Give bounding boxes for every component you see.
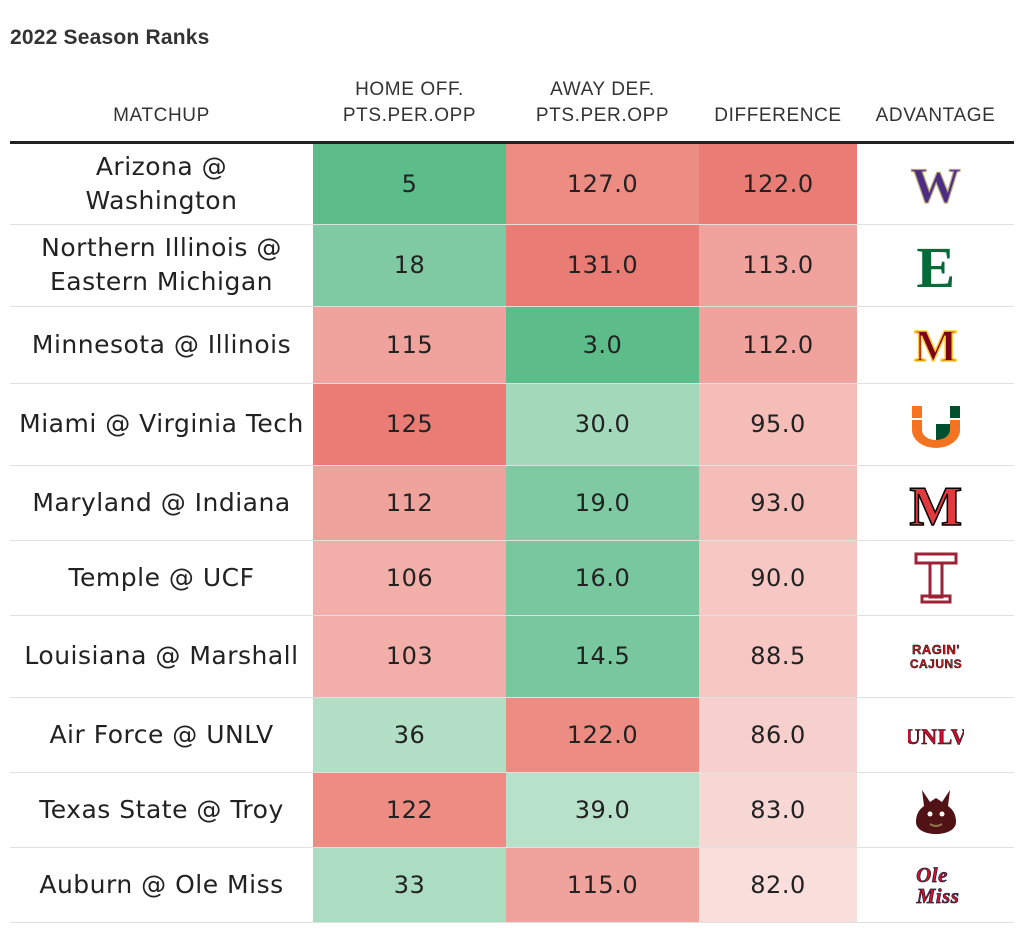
advantage-cell — [857, 383, 1014, 465]
col-header-difference: DIFFERENCE — [699, 70, 857, 144]
svg-text:Ole: Ole — [916, 863, 948, 887]
advantage-cell: E — [857, 224, 1014, 306]
difference-cell: 113.0 — [699, 224, 857, 306]
washington-logo-icon: W — [910, 156, 961, 212]
away-def-cell: 122.0 — [506, 697, 699, 772]
matchup-cell: Miami @ Virginia Tech — [19, 409, 304, 438]
minnesota-logo-icon: M — [913, 319, 958, 372]
ranks-table: MATCHUP HOME OFF. PTS.PER.OPP AWAY DEF. … — [10, 70, 1014, 923]
table-row: Texas State @ Troy 122 39.0 83.0 — [10, 772, 1014, 847]
col-header-home-off-line2: PTS.PER.OPP — [342, 104, 477, 126]
table-row: Minnesota @ Illinois 115 3.0 112.0 M — [10, 306, 1014, 383]
advantage-cell — [857, 540, 1014, 615]
matchup-cell: Arizona @ Washington — [85, 151, 238, 215]
table-row: Miami @ Virginia Tech 125 30.0 95.0 — [10, 383, 1014, 465]
svg-text:RAGIN': RAGIN' — [912, 642, 960, 657]
home-off-cell: 103 — [313, 615, 506, 697]
home-off-cell: 125 — [313, 383, 506, 465]
away-def-cell: 30.0 — [506, 383, 699, 465]
away-def-cell: 131.0 — [506, 224, 699, 306]
table-row: Maryland @ Indiana 112 19.0 93.0 M — [10, 465, 1014, 540]
home-off-cell: 36 — [313, 697, 506, 772]
svg-text:Miss: Miss — [915, 884, 959, 908]
home-off-cell: 115 — [313, 306, 506, 383]
advantage-cell: M — [857, 306, 1014, 383]
difference-cell: 93.0 — [699, 465, 857, 540]
col-header-matchup: MATCHUP — [10, 70, 313, 144]
table-row: Northern Illinois @ Eastern Michigan 18 13… — [10, 224, 1014, 306]
difference-cell: 112.0 — [699, 306, 857, 383]
maryland-logo-icon: M — [908, 475, 962, 531]
difference-cell: 90.0 — [699, 540, 857, 615]
away-def-cell: 16.0 — [506, 540, 699, 615]
col-header-home-off-line1: HOME OFF. — [355, 78, 464, 100]
home-off-cell: 122 — [313, 772, 506, 847]
advantage-cell: Ole Miss — [857, 847, 1014, 922]
svg-text:E: E — [916, 237, 955, 293]
table-row: Auburn @ Ole Miss 33 115.0 82.0 Ole Miss — [10, 847, 1014, 922]
away-def-cell: 115.0 — [506, 847, 699, 922]
col-header-away-def: AWAY DEF. PTS.PER.OPP — [506, 70, 699, 144]
matchup-cell: Northern Illinois @ Eastern Michigan — [41, 233, 282, 296]
col-header-home-off: HOME OFF. PTS.PER.OPP — [313, 70, 506, 144]
col-header-away-def-line1: AWAY DEF. — [550, 78, 655, 100]
col-header-away-def-line2: PTS.PER.OPP — [535, 104, 670, 126]
matchup-cell: Maryland @ Indiana — [32, 487, 291, 517]
texas-state-logo-icon — [915, 789, 956, 834]
table-subtitle: 2022 Season Ranks — [10, 26, 210, 49]
advantage-cell: M — [857, 465, 1014, 540]
difference-cell: 83.0 — [699, 772, 857, 847]
matchup-cell: Air Force @ UNLV — [49, 719, 274, 749]
away-def-cell: 3.0 — [506, 306, 699, 383]
matchup-cell: Texas State @ Troy — [39, 794, 284, 824]
home-off-cell: 106 — [313, 540, 506, 615]
home-off-cell: 18 — [313, 224, 506, 306]
matchup-cell: Auburn @ Ole Miss — [39, 869, 284, 899]
difference-cell: 95.0 — [699, 383, 857, 465]
table-row: Air Force @ UNLV 36 122.0 86.0 UNLV — [10, 697, 1014, 772]
header-row: MATCHUP HOME OFF. PTS.PER.OPP AWAY DEF. … — [10, 70, 1014, 144]
louisiana-logo-icon: RAGIN' CAJUNS — [909, 642, 961, 671]
col-header-advantage: ADVANTAGE — [857, 70, 1014, 144]
advantage-cell — [857, 772, 1014, 847]
home-off-cell: 33 — [313, 847, 506, 922]
advantage-cell: UNLV — [857, 697, 1014, 772]
miami-logo-icon — [911, 406, 960, 448]
svg-text:M: M — [909, 476, 962, 531]
unlv-logo-icon: UNLV — [908, 723, 964, 749]
matchup-cell: Louisiana @ Marshall — [24, 641, 299, 670]
difference-cell: 86.0 — [699, 697, 857, 772]
eastern-michigan-logo-icon: E — [916, 237, 955, 293]
table-row: Temple @ UCF 106 16.0 90.0 — [10, 540, 1014, 615]
home-off-cell: 112 — [313, 465, 506, 540]
advantage-cell: RAGIN' CAJUNS — [857, 615, 1014, 697]
ole-miss-logo-icon: Ole Miss — [915, 862, 959, 908]
table-row: Arizona @ Washington 5 127.0 122.0 W — [10, 142, 1014, 224]
away-def-cell: 14.5 — [506, 615, 699, 697]
away-def-cell: 19.0 — [506, 465, 699, 540]
svg-text:M: M — [914, 320, 958, 371]
table-body: Arizona @ Washington 5 127.0 122.0 W Northern… — [10, 142, 1014, 922]
difference-cell: 88.5 — [699, 615, 857, 697]
svg-text:W: W — [910, 157, 961, 212]
away-def-cell: 127.0 — [506, 142, 699, 224]
svg-text:UNLV: UNLV — [908, 724, 964, 749]
matchup-cell: Minnesota @ Illinois — [31, 329, 292, 359]
home-off-cell: 5 — [313, 142, 506, 224]
table-row: Louisiana @ Marshall 103 14.5 88.5 RAGIN' C… — [10, 615, 1014, 697]
advantage-cell: W — [857, 142, 1014, 224]
temple-logo-icon — [914, 552, 957, 603]
away-def-cell: 39.0 — [506, 772, 699, 847]
matchup-cell: Temple @ UCF — [68, 562, 255, 592]
svg-text:CAJUNS: CAJUNS — [909, 657, 961, 671]
difference-cell: 82.0 — [699, 847, 857, 922]
difference-cell: 122.0 — [699, 142, 857, 224]
